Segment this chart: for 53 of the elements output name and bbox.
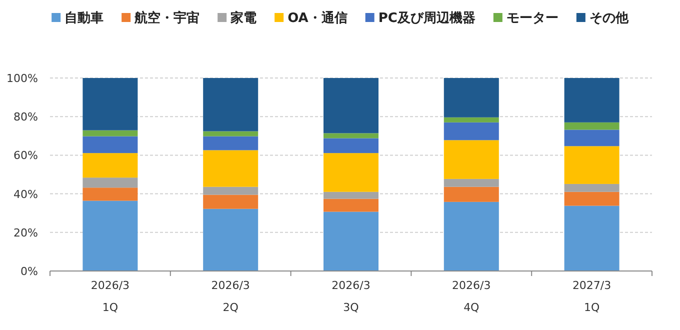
bar <box>203 194 258 209</box>
y-tick-label: 0% <box>20 265 38 278</box>
bar <box>444 186 499 202</box>
bar <box>564 184 620 192</box>
legend-label: PC及び周辺機器 <box>378 10 476 26</box>
bar <box>444 202 499 271</box>
bar <box>324 198 378 212</box>
y-tick-label: 60% <box>14 149 38 162</box>
bar <box>564 78 620 122</box>
legend-label: その他 <box>589 11 630 26</box>
legend-label: 航空・宇宙 <box>134 10 200 26</box>
bar <box>203 131 258 136</box>
bar <box>444 78 499 118</box>
x-tick-label: 2026/3 4Q <box>452 279 491 314</box>
y-tick-label: 100% <box>6 72 38 85</box>
bar <box>82 188 138 201</box>
legend-label: 家電 <box>230 10 257 26</box>
bar <box>564 122 620 130</box>
bar <box>444 140 499 179</box>
bar <box>203 150 258 187</box>
legend-label: OA・通信 <box>288 10 348 26</box>
bar <box>564 192 620 206</box>
x-tick-label: 2027/3 1Q <box>572 279 612 314</box>
bar <box>444 178 499 187</box>
y-tick-label: 40% <box>14 188 38 201</box>
bar <box>82 200 138 271</box>
bar <box>324 153 378 192</box>
y-tick-label: 20% <box>14 226 38 240</box>
bar <box>324 212 378 271</box>
bar <box>82 136 138 154</box>
bar <box>324 138 378 154</box>
bar <box>444 117 499 122</box>
bar <box>444 122 499 140</box>
bar <box>203 208 258 271</box>
bar <box>324 133 378 138</box>
bar <box>564 206 620 271</box>
bar <box>324 78 378 134</box>
y-tick-label: 80% <box>14 110 38 124</box>
bar <box>324 192 378 199</box>
bar <box>82 130 138 136</box>
legend-label: 自動車 <box>64 11 104 26</box>
x-tick-label: 2026/3 1Q <box>90 279 130 314</box>
bar <box>203 78 258 132</box>
bar <box>203 186 258 195</box>
x-tick-label: 2026/3 2Q <box>211 279 250 314</box>
x-tick-label: 2026/3 3Q <box>332 279 370 314</box>
bar <box>82 78 138 130</box>
bar <box>564 146 620 184</box>
bar <box>564 130 620 146</box>
bar <box>203 136 258 150</box>
bar <box>82 153 138 178</box>
legend-label: モーター <box>506 11 558 26</box>
bar <box>82 178 138 188</box>
